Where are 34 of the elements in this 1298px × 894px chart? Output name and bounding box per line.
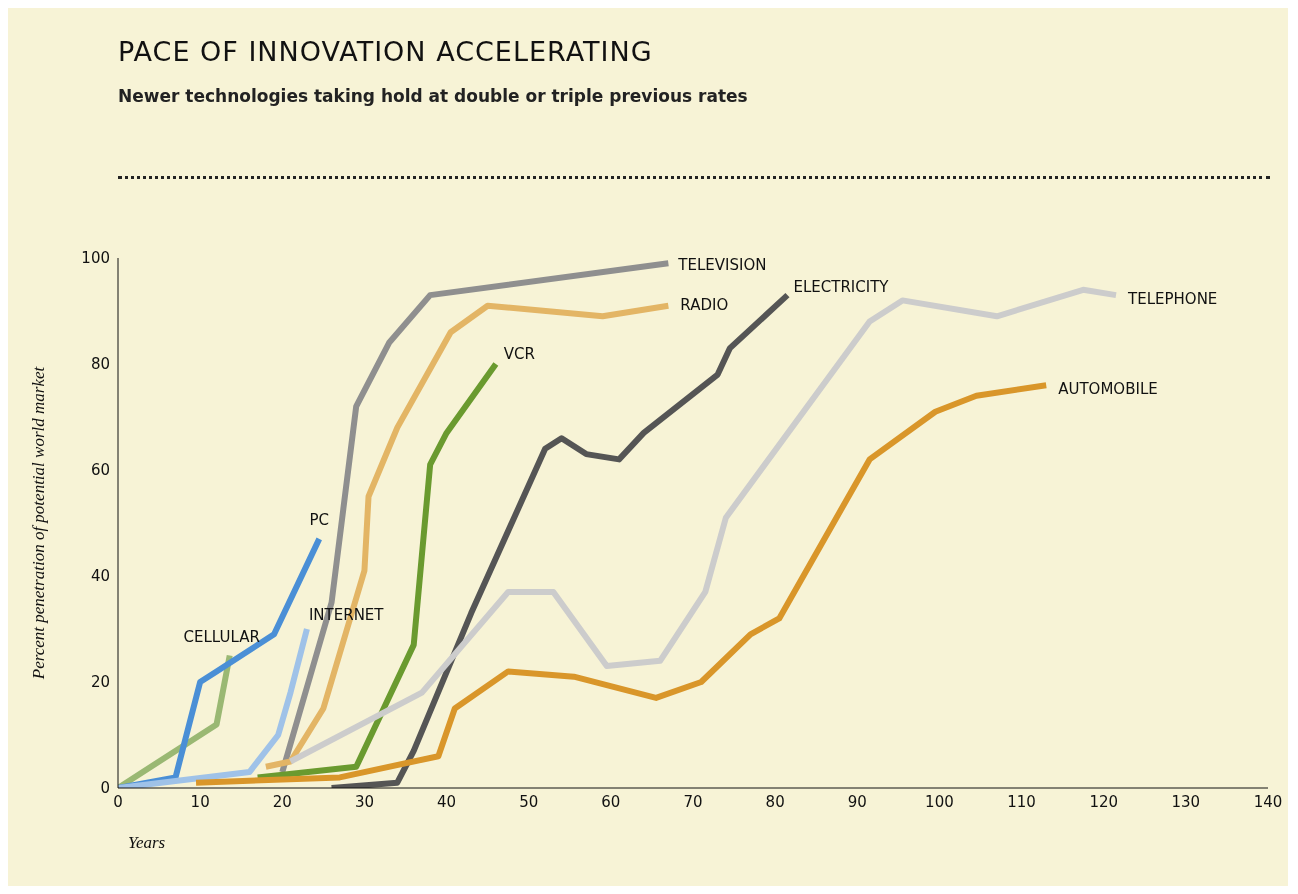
y-tick-label: 80 bbox=[90, 355, 110, 374]
x-tick-label: 120 bbox=[1089, 792, 1119, 811]
chart-title: PACE OF INNOVATION ACCELERATING bbox=[118, 36, 653, 67]
y-tick-label: 60 bbox=[90, 461, 110, 480]
series-label: ELECTRICITY bbox=[793, 277, 890, 296]
y-axis-title: Percent penetration of potential world market bbox=[29, 365, 49, 681]
x-tick-label: 80 bbox=[765, 792, 785, 811]
x-tick-label: 50 bbox=[519, 792, 539, 811]
x-tick-label: 10 bbox=[190, 792, 210, 811]
x-tick-label: 40 bbox=[437, 792, 457, 811]
x-tick-label: 100 bbox=[925, 792, 954, 811]
x-tick-label: 140 bbox=[1253, 792, 1283, 811]
series-label: AUTOMOBILE bbox=[1058, 379, 1158, 398]
y-tick-label: 0 bbox=[100, 779, 110, 798]
x-axis-title: Years bbox=[128, 833, 166, 852]
x-tick-label: 110 bbox=[1007, 792, 1036, 811]
series-label: TELEPHONE bbox=[1127, 289, 1218, 308]
series-label: TELEVISION bbox=[677, 255, 767, 274]
y-tick-label: 40 bbox=[90, 567, 110, 586]
series-label: PC bbox=[309, 511, 330, 530]
y-tick-label: 20 bbox=[90, 673, 110, 692]
series-label: VCR bbox=[503, 344, 536, 363]
series-label: RADIO bbox=[680, 296, 729, 315]
x-tick-label: 130 bbox=[1171, 792, 1201, 811]
chart-subtitle: Newer technologies taking hold at double or triple previous rates bbox=[118, 86, 748, 106]
x-tick-label: 60 bbox=[601, 792, 621, 811]
x-tick-label: 30 bbox=[354, 792, 374, 811]
x-tick-label: 0 bbox=[113, 792, 123, 811]
series-label: CELLULAR bbox=[183, 628, 260, 646]
x-tick-label: 70 bbox=[683, 792, 703, 811]
series-label: INTERNET bbox=[308, 605, 385, 624]
x-tick-label: 90 bbox=[847, 792, 867, 811]
y-tick-label: 100 bbox=[81, 249, 110, 268]
x-tick-label: 20 bbox=[272, 792, 292, 811]
